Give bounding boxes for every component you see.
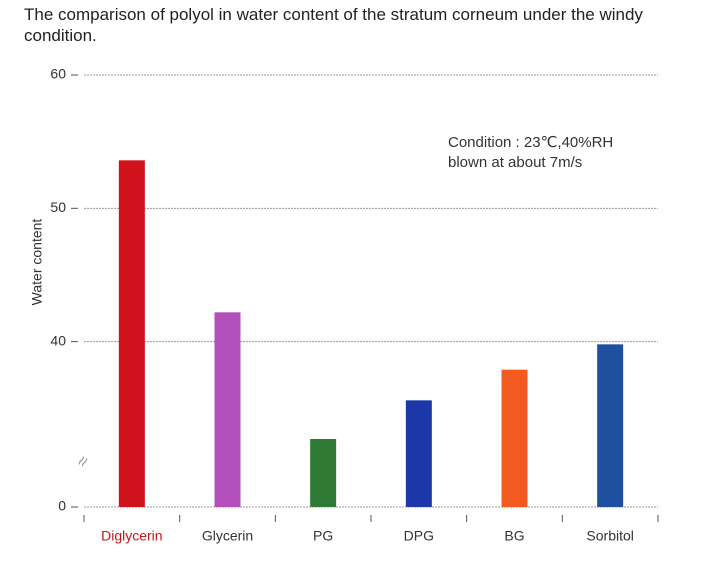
y-tick-label: 50 — [50, 199, 66, 215]
bar — [214, 312, 241, 507]
x-tick-label: Diglycerin — [101, 528, 162, 544]
y-axis-label: Water content — [29, 219, 45, 306]
bar — [405, 400, 432, 507]
y-tick-label: 0 — [58, 498, 66, 514]
x-tick-label: DPG — [404, 528, 434, 544]
bar — [597, 344, 624, 507]
y-tick-label: 40 — [50, 332, 66, 348]
chart-title: The comparison of polyol in water conten… — [24, 5, 643, 45]
bar — [310, 439, 337, 507]
bar — [118, 160, 145, 508]
x-tick-label: Glycerin — [202, 528, 253, 544]
bar — [501, 369, 528, 507]
y-tick-label: 60 — [50, 66, 66, 82]
x-tick-label: PG — [313, 528, 333, 544]
axis-break: ≈ — [72, 452, 94, 471]
annotation: blown at about 7m/s — [448, 154, 582, 171]
x-tick-label: BG — [504, 528, 524, 544]
x-tick-label: Sorbitol — [586, 528, 633, 544]
annotation: Condition : 23℃,40%RH — [448, 134, 613, 151]
